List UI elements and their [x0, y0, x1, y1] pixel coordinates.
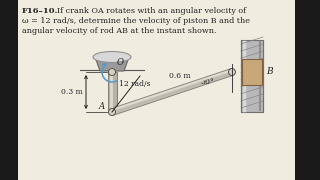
- Text: If crank OA rotates with an angular velocity of: If crank OA rotates with an angular velo…: [57, 7, 246, 15]
- Polygon shape: [295, 0, 320, 180]
- Polygon shape: [111, 69, 233, 115]
- Text: 30°: 30°: [200, 78, 214, 86]
- Text: ω = 12 rad/s, determine the velocity of piston B and the: ω = 12 rad/s, determine the velocity of …: [22, 17, 250, 25]
- Polygon shape: [241, 40, 263, 112]
- Polygon shape: [18, 0, 295, 180]
- Text: O: O: [117, 58, 124, 67]
- Text: 0.6 m: 0.6 m: [169, 72, 191, 80]
- Text: A: A: [99, 102, 105, 111]
- Polygon shape: [95, 57, 129, 71]
- Circle shape: [108, 69, 116, 75]
- Text: F16–10.: F16–10.: [22, 7, 58, 15]
- Circle shape: [228, 69, 236, 75]
- Text: 0.3 m: 0.3 m: [61, 88, 83, 96]
- Text: 12 rad/s: 12 rad/s: [119, 80, 150, 88]
- Polygon shape: [108, 72, 116, 112]
- Text: angular velocity of rod AB at the instant shown.: angular velocity of rod AB at the instan…: [22, 27, 217, 35]
- Circle shape: [108, 109, 116, 116]
- Polygon shape: [242, 59, 262, 85]
- Polygon shape: [0, 0, 18, 180]
- Text: B: B: [266, 68, 273, 76]
- Ellipse shape: [93, 51, 131, 62]
